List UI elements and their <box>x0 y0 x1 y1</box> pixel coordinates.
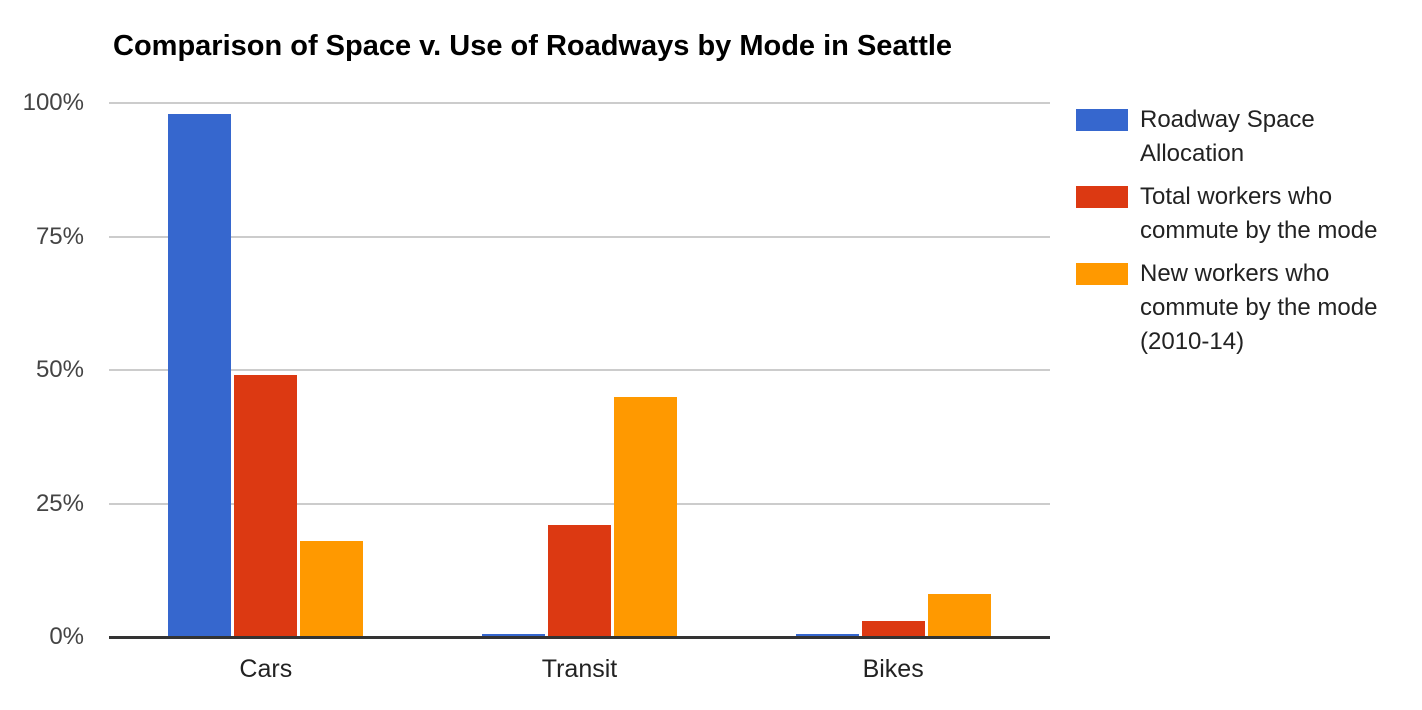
y-axis-tick-label: 25% <box>35 489 84 517</box>
gridline-25 <box>109 502 1050 505</box>
gridline-75 <box>109 235 1050 238</box>
chart-legend: Roadway Space Allocation Total workers wh… <box>1076 103 1420 368</box>
legend-label: Roadway Space Allocation <box>1140 106 1315 167</box>
bar-transit-series2 <box>548 525 611 637</box>
legend-swatch-icon <box>1076 263 1128 285</box>
bar-bikes-series2 <box>861 621 925 637</box>
chart-title: Comparison of Space v. Use of Roadways b… <box>113 30 953 62</box>
legend-label: Total workers who commute by the mode <box>1140 183 1378 244</box>
x-axis-category-label: Cars <box>239 655 293 683</box>
bar-bikes-series1 <box>795 634 859 637</box>
gridline-50 <box>109 369 1050 371</box>
bar-bikes-series3 <box>927 594 991 637</box>
bar-cars-series3 <box>300 541 364 637</box>
y-axis-tick-label: 50% <box>35 356 84 383</box>
y-axis-tick-label: 0% <box>49 623 84 650</box>
legend-item: New workers who commute by the mode (201… <box>1076 257 1420 359</box>
legend-label: New workers who commute by the mode (201… <box>1140 260 1378 355</box>
bar-cars-series1 <box>168 114 232 637</box>
bar-transit-series1 <box>482 634 545 637</box>
bar-transit-series3 <box>614 397 677 637</box>
legend-swatch-icon <box>1076 109 1128 131</box>
legend-swatch-icon <box>1076 186 1128 208</box>
legend-item: Roadway Space Allocation <box>1076 103 1420 171</box>
bar-cars-series2 <box>234 375 298 637</box>
legend-item: Total workers who commute by the mode <box>1076 180 1420 248</box>
gridline-100 <box>109 102 1050 104</box>
x-axis-line <box>109 636 1050 639</box>
plot-area <box>109 102 1050 639</box>
y-axis-tick-label: 75% <box>35 222 84 250</box>
y-axis-tick-label: 100% <box>22 89 84 116</box>
x-axis-category-label: Bikes <box>862 655 924 683</box>
x-axis-category-label: Transit <box>541 655 618 683</box>
